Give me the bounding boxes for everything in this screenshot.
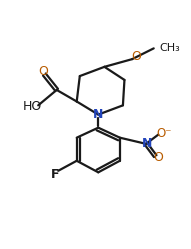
Text: N: N	[142, 137, 152, 150]
Text: O: O	[39, 65, 49, 78]
Text: CH₃: CH₃	[160, 43, 181, 53]
Text: HO: HO	[22, 100, 42, 113]
Text: O: O	[153, 151, 163, 164]
Text: O⁻: O⁻	[157, 126, 172, 139]
Text: O: O	[131, 50, 141, 63]
Text: F: F	[51, 168, 59, 181]
Text: N: N	[93, 108, 104, 121]
